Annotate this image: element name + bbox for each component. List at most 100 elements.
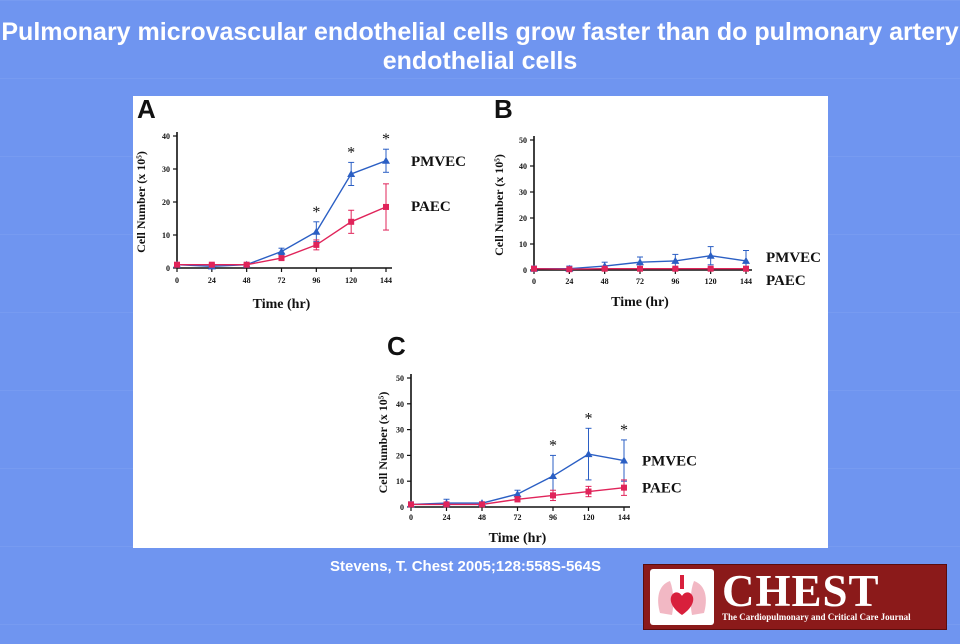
data-point [672,265,679,272]
data-point [706,251,715,259]
y-tick-label: 40 [519,162,527,171]
data-point [443,501,450,508]
chart-panel-a: A 0 10 20 30 40 0 24 48 72 96 120 144 Time (hr) Cell N… [134,96,466,312]
legend-label-paec: PAEC [411,199,451,215]
x-axis-title: Time (hr) [253,297,311,312]
slide-title: Pulmonary microvascular endothelial cell… [1,18,959,75]
citation: Stevens, T. Chest 2005;128:558S-564S [330,558,601,575]
x-tick-label: 144 [380,276,392,285]
data-point [707,265,714,272]
legend-label-pmvec: PMVEC [642,454,697,470]
data-point [636,258,644,266]
x-tick-label: 96 [671,277,679,286]
panel-letter: A [137,96,156,124]
y-tick-label: 50 [396,374,404,383]
data-point [742,256,750,264]
x-tick-label: 120 [705,277,717,286]
x-axis-title: Time (hr) [611,295,669,310]
y-tick-label: 50 [519,136,527,145]
x-tick-label: 72 [636,277,644,286]
data-point [312,227,321,235]
data-point [313,241,320,248]
data-point [479,501,485,508]
y-tick-label: 30 [519,188,527,197]
journal-logo: CHEST The Cardiopulmonary and Critical C… [643,564,947,630]
x-tick-label: 48 [601,277,609,286]
data-point [743,265,749,272]
data-point [585,488,592,495]
panel-letter: B [494,96,513,124]
x-tick-label: 24 [208,276,216,285]
x-tick-label: 0 [175,276,179,285]
series-pmvec [407,427,628,508]
heart-lungs-graphic [658,575,706,615]
x-tick-label: 24 [565,277,573,286]
x-tick-label: 144 [618,513,630,522]
y-tick-label: 20 [162,198,170,207]
legend-label-pmvec: PMVEC [411,154,466,170]
data-point [514,496,521,503]
panel-letter: C [387,331,406,361]
significance-star: * [585,410,593,427]
y-tick-label: 0 [523,266,527,275]
chart-panel-b: B 0 10 20 30 40 50 0 24 48 72 96 120 144 Time (hr) Cell… [492,96,821,310]
y-tick-label: 20 [396,451,404,460]
y-tick-label: 0 [166,264,170,273]
x-tick-label: 0 [532,277,536,286]
data-point [549,472,557,480]
data-point [620,456,628,464]
y-tick-label: 10 [162,231,170,240]
logo-name: CHEST [722,566,880,616]
legend-label-paec: PAEC [642,481,682,497]
data-point [408,501,414,508]
data-point [637,265,643,272]
significance-star: * [382,131,390,148]
x-tick-label: 96 [549,513,557,522]
series-paec [408,479,627,508]
y-tick-label: 10 [396,477,404,486]
y-tick-label: 10 [519,240,527,249]
y-tick-label: 0 [400,503,404,512]
series-pmvec [173,148,390,270]
data-point [584,450,593,458]
legend-label-pmvec: PMVEC [766,250,821,266]
data-point [382,156,390,164]
y-tick-label: 30 [396,426,404,435]
x-tick-label: 72 [514,513,522,522]
data-point [348,218,355,225]
figure-panel: A 0 10 20 30 40 0 24 48 72 96 120 144 Time (hr) Cell N… [133,96,828,548]
x-tick-label: 48 [478,513,486,522]
significance-star: * [347,144,355,161]
series-paec [531,265,749,273]
x-tick-label: 72 [278,276,286,285]
significance-star: * [312,204,320,221]
significance-star: * [549,437,557,454]
legend-label-paec: PAEC [766,273,806,289]
data-point [601,265,608,272]
x-tick-label: 96 [312,276,320,285]
x-tick-label: 24 [443,513,451,522]
data-point [208,261,215,268]
x-tick-label: 120 [345,276,357,285]
data-point [671,256,680,264]
data-point [347,169,356,177]
chart-panel-c: C 0 10 20 30 40 50 0 24 48 72 96 120 144 Time (hr) Cell… [376,331,697,546]
data-point [243,261,250,268]
y-tick-label: 40 [396,400,404,409]
logo-tagline: The Cardiopulmonary and Critical Care Jo… [722,612,911,622]
significance-star: * [620,422,628,439]
data-point [621,484,627,491]
y-axis-title: Cell Number (x 10⁵) [376,392,390,494]
y-tick-label: 20 [519,214,527,223]
x-tick-label: 48 [243,276,251,285]
heart-lungs-icon [650,569,714,625]
series-paec [174,183,389,268]
x-tick-label: 144 [740,277,752,286]
y-axis-title: Cell Number (x 10⁵) [134,151,148,253]
figure-charts: A 0 10 20 30 40 0 24 48 72 96 120 144 Time (hr) Cell N… [134,96,821,546]
x-tick-label: 120 [583,513,595,522]
data-point [383,203,389,210]
data-point [531,265,537,272]
y-tick-label: 30 [162,165,170,174]
data-point [174,261,180,268]
